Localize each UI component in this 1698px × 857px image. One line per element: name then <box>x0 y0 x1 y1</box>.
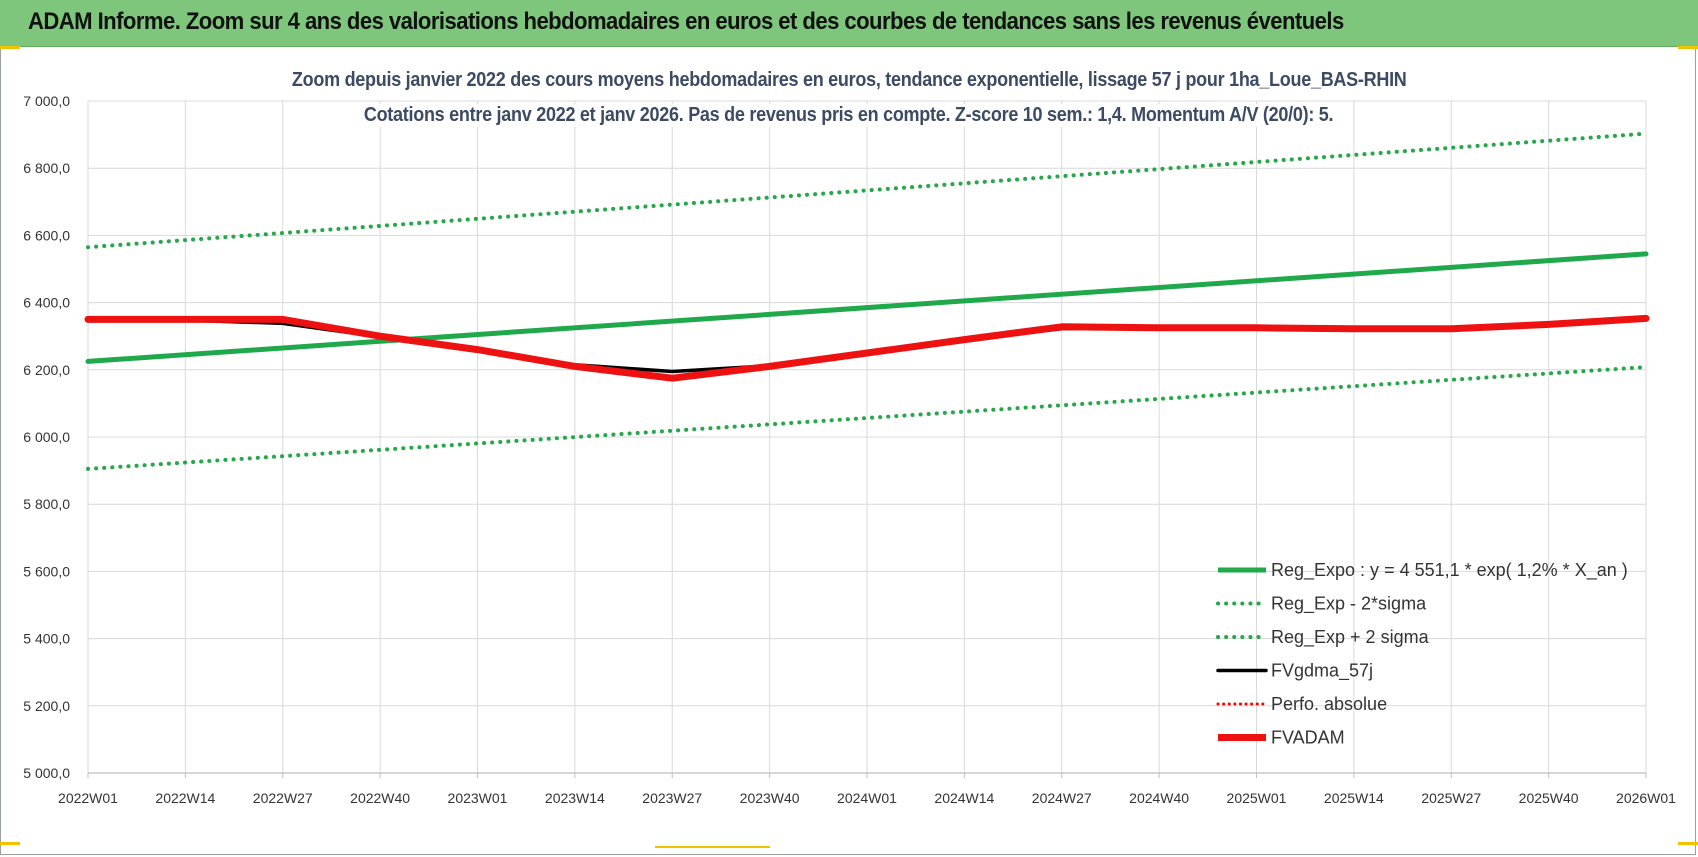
x-tick-label: 2025W27 <box>1421 790 1481 806</box>
y-tick-label: 5 400,0 <box>23 631 70 647</box>
legend-label: Reg_Exp + 2 sigma <box>1271 627 1430 648</box>
series-line-2 <box>86 131 1648 250</box>
y-tick-label: 6 400,0 <box>23 295 70 311</box>
x-tick-label: 2022W14 <box>155 790 215 806</box>
y-tick-label: 5 800,0 <box>23 496 70 512</box>
x-tick-label: 2023W14 <box>545 790 605 806</box>
chart-title-line1: Zoom depuis janvier 2022 des cours moyen… <box>0 69 1698 92</box>
y-tick-label: 7 000,0 <box>23 93 70 109</box>
y-tick-label: 6 600,0 <box>23 227 70 243</box>
legend-label: Perfo. absolue <box>1271 694 1387 714</box>
x-tick-label: 2025W40 <box>1519 790 1579 806</box>
legend-label: Reg_Exp - 2*sigma <box>1271 594 1427 615</box>
y-tick-label: 5 200,0 <box>23 698 70 714</box>
series-line-1 <box>86 365 1648 471</box>
x-tick-label: 2026W01 <box>1616 790 1676 806</box>
corner-accent-left-top <box>0 46 20 49</box>
legend-label: FVADAM <box>1271 728 1345 748</box>
y-tick-label: 5 600,0 <box>23 563 70 579</box>
banner-title: ADAM Informe. Zoom sur 4 ans des valoris… <box>28 8 1344 35</box>
y-tick-label: 6 200,0 <box>23 362 70 378</box>
corner-accent-left-bottom <box>0 842 20 845</box>
legend-label: Reg_Expo : y = 4 551,1 * exp( 1,2% * X_a… <box>1271 560 1628 581</box>
x-tick-label: 2024W01 <box>837 790 897 806</box>
series-line-0 <box>85 251 1649 364</box>
header-banner: ADAM Informe. Zoom sur 4 ans des valoris… <box>0 0 1698 47</box>
x-tick-label: 2024W40 <box>1129 790 1189 806</box>
x-tick-label: 2025W14 <box>1324 790 1384 806</box>
chart-legend: Reg_Expo : y = 4 551,1 * exp( 1,2% * X_a… <box>1216 560 1628 748</box>
y-tick-label: 6 000,0 <box>23 429 70 445</box>
corner-accent-right-bottom <box>1678 842 1698 845</box>
corner-accent-bottom-mid <box>655 846 770 848</box>
chart-title-line2: Cotations entre janv 2022 et janv 2026. … <box>0 104 1698 127</box>
series-line-5 <box>84 314 1650 382</box>
corner-accent-right-top <box>1678 46 1698 49</box>
x-tick-label: 2025W01 <box>1227 790 1287 806</box>
x-tick-label: 2023W27 <box>642 790 702 806</box>
y-tick-label: 5 000,0 <box>23 765 70 781</box>
x-tick-label: 2023W01 <box>448 790 508 806</box>
chart-title-line1-text: Zoom depuis janvier 2022 des cours moyen… <box>288 69 1410 92</box>
x-tick-label: 2023W40 <box>740 790 800 806</box>
x-tick-label: 2022W40 <box>350 790 410 806</box>
y-axis-ticks: 7 000,0 6 800,0 6 600,0 6 400,0 6 200,0 6 000… <box>23 93 70 781</box>
y-tick-label: 6 800,0 <box>23 160 70 176</box>
x-tick-label: 2024W27 <box>1032 790 1092 806</box>
x-tick-label: 2022W27 <box>253 790 313 806</box>
grid-lines <box>87 100 1647 774</box>
chart-title-line2-text: Cotations entre janv 2022 et janv 2026. … <box>360 104 1338 127</box>
legend-label: FVgdma_57j <box>1271 661 1373 682</box>
x-axis-ticks: 2022W01 2022W14 2022W27 2022W40 2023W01 2023W… <box>58 773 1676 806</box>
chart-series <box>84 131 1650 471</box>
x-tick-label: 2024W14 <box>934 790 994 806</box>
x-tick-label: 2022W01 <box>58 790 118 806</box>
